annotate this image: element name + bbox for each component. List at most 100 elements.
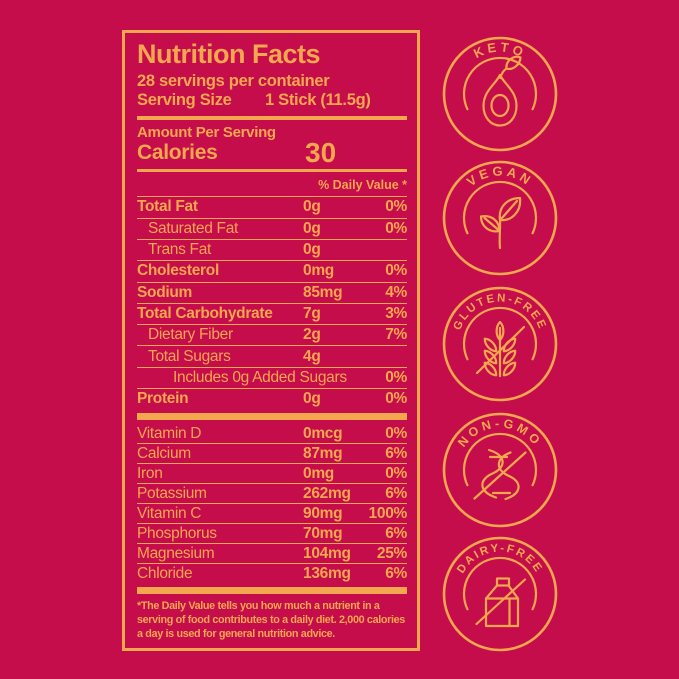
vitamin-rows: Vitamin D 0mcg 0% Calcium 87mg 6% Iron 0mg 0% Pot… bbox=[137, 424, 407, 583]
vitamin-row-percent: 100% bbox=[368, 504, 408, 522]
vitamin-row-percent: 0% bbox=[385, 424, 407, 442]
nutrient-row: Dietary Fiber 2g 7% bbox=[137, 325, 407, 347]
nutrient-row: Total Fat 0g 0% bbox=[137, 197, 407, 219]
vitamin-row: Calcium 87mg 6% bbox=[137, 444, 407, 465]
nutrient-row-amount: 0g bbox=[303, 198, 321, 216]
nutrient-row-percent: 7% bbox=[385, 326, 407, 344]
vitamin-row-percent: 25% bbox=[376, 544, 407, 562]
nutrient-row-name: Protein bbox=[137, 390, 189, 408]
serving-size-row: Serving Size 1 Stick (11.5g) bbox=[137, 91, 407, 112]
badge-dairy-free: DAIRY-FREE bbox=[440, 534, 560, 654]
nutrient-row: Total Sugars 4g bbox=[137, 346, 407, 368]
calories-value: 30 bbox=[305, 137, 337, 169]
nutrient-row: Protein 0g 0% bbox=[137, 389, 407, 409]
nutrient-row-amount: 0g bbox=[303, 219, 321, 237]
badge-inner-arc bbox=[462, 306, 538, 361]
nutrient-row: Trans Fat 0g bbox=[137, 240, 407, 262]
nutrient-rows: Total Fat 0g 0% Saturated Fat 0g 0% Trans Fat 0… bbox=[137, 197, 407, 409]
badge-svg: KETO bbox=[442, 36, 558, 152]
badge-outer-circle bbox=[442, 36, 558, 152]
vitamin-row: Phosphorus 70mg 6% bbox=[137, 524, 407, 545]
daily-value-footnote: *The Daily Value tells you how much a nu… bbox=[137, 600, 405, 640]
nutrient-row: Saturated Fat 0g 0% bbox=[137, 219, 407, 240]
vitamin-row-name: Magnesium bbox=[137, 544, 215, 562]
vitamin-row-name: Iron bbox=[137, 464, 163, 482]
divider bbox=[137, 116, 407, 121]
nutrient-row-amount: 85mg bbox=[303, 283, 343, 301]
nutrient-row-name: Total Sugars bbox=[148, 347, 231, 365]
badge-svg: NON-GMO bbox=[442, 412, 558, 528]
avocado-icon bbox=[482, 55, 522, 127]
servings-per-container: 28 servings per container bbox=[137, 72, 330, 91]
nutrient-row-name: Dietary Fiber bbox=[148, 326, 233, 344]
vitamin-row-amount: 0mg bbox=[303, 464, 334, 482]
nutrient-row-percent: 0% bbox=[385, 368, 407, 386]
nutrient-row-amount: 0g bbox=[303, 390, 321, 408]
badge-inner-arc bbox=[462, 56, 538, 111]
vitamin-row-amount: 262mg bbox=[303, 484, 351, 502]
crossed-milk-carton-icon bbox=[475, 577, 527, 628]
badge-non-gmo: NON-GMO bbox=[440, 410, 560, 530]
badge-gluten-free: GLUTEN-FREE bbox=[440, 284, 560, 404]
vitamin-row: Vitamin D 0mcg 0% bbox=[137, 424, 407, 445]
badge-outer-circle bbox=[442, 412, 558, 528]
nutrient-row-name: Sodium bbox=[137, 283, 193, 301]
nutrient-row-amount: 4g bbox=[303, 347, 321, 365]
vitamin-row: Magnesium 104mg 25% bbox=[137, 544, 407, 565]
vitamin-row: Chloride 136mg 6% bbox=[137, 564, 407, 583]
badge-svg: VEGAN bbox=[442, 160, 558, 276]
badge-outer-circle bbox=[442, 536, 558, 652]
thick-divider bbox=[137, 587, 407, 595]
nutrition-facts-panel: Nutrition Facts 28 servings per containe… bbox=[122, 30, 420, 651]
nutrient-row-name: Total Carbohydrate bbox=[137, 304, 273, 322]
vitamin-row-name: Vitamin D bbox=[137, 424, 202, 442]
nutrient-row-percent: 0% bbox=[385, 262, 407, 280]
vitamin-row-name: Chloride bbox=[137, 564, 193, 582]
badge-svg: DAIRY-FREE bbox=[442, 536, 558, 652]
vitamin-row-amount: 87mg bbox=[303, 444, 343, 462]
nutrient-row-name: Trans Fat bbox=[148, 241, 212, 259]
vitamin-row-percent: 0% bbox=[385, 464, 407, 482]
nutrient-row-name: Saturated Fat bbox=[148, 219, 239, 237]
calories-label: Calories bbox=[137, 141, 218, 165]
badge-svg: GLUTEN-FREE bbox=[442, 286, 558, 402]
nutrient-row-name: Cholesterol bbox=[137, 262, 219, 280]
vitamin-row-percent: 6% bbox=[385, 524, 407, 542]
nutrient-row-name: Includes 0g Added Sugars bbox=[173, 368, 347, 386]
nutrient-row-percent: 0% bbox=[385, 390, 407, 408]
divider bbox=[137, 169, 407, 173]
vitamin-row-amount: 70mg bbox=[303, 524, 343, 542]
plant-sprout-icon bbox=[479, 196, 522, 250]
crossed-dna-icon bbox=[473, 448, 527, 501]
nutrient-row: Cholesterol 0mg 0% bbox=[137, 261, 407, 283]
vitamin-row-name: Vitamin C bbox=[137, 504, 202, 522]
daily-value-header: % Daily Value * bbox=[137, 175, 407, 198]
vitamin-row-amount: 136mg bbox=[303, 564, 351, 582]
badge-inner-arc bbox=[462, 180, 538, 235]
vitamin-row: Vitamin C 90mg 100% bbox=[137, 504, 408, 525]
vitamin-row-name: Phosphorus bbox=[137, 524, 217, 542]
nutrient-row-percent: 4% bbox=[385, 283, 407, 301]
nutrient-row-amount: 0mg bbox=[303, 262, 334, 280]
badge-outer-circle bbox=[442, 286, 558, 402]
nutrient-row-amount: 2g bbox=[303, 326, 321, 344]
vitamin-row-percent: 6% bbox=[385, 484, 407, 502]
nutrient-row: Sodium 85mg 4% bbox=[137, 283, 407, 304]
vitamin-row-percent: 6% bbox=[385, 444, 407, 462]
vitamin-row-name: Potassium bbox=[137, 484, 207, 502]
calories-row: Calories 30 bbox=[137, 137, 407, 168]
badge-inner-arc bbox=[462, 556, 538, 611]
vitamin-row-amount: 0mcg bbox=[303, 424, 343, 442]
nutrient-row-percent: 3% bbox=[385, 304, 407, 322]
nutrient-row: Total Carbohydrate 7g 3% bbox=[137, 304, 407, 326]
vitamin-row-amount: 90mg bbox=[303, 504, 343, 522]
nutrient-row-amount: 0g bbox=[303, 241, 321, 259]
vitamin-row: Iron 0mg 0% bbox=[137, 464, 407, 485]
nutrient-row-amount: 7g bbox=[303, 304, 321, 322]
vitamin-row-amount: 104mg bbox=[303, 544, 351, 562]
vitamin-row-percent: 6% bbox=[385, 564, 407, 582]
crossed-wheat-icon bbox=[475, 320, 526, 378]
serving-size-value: 1 Stick (11.5g) bbox=[265, 91, 371, 110]
nutrient-row-percent: 0% bbox=[385, 198, 407, 216]
